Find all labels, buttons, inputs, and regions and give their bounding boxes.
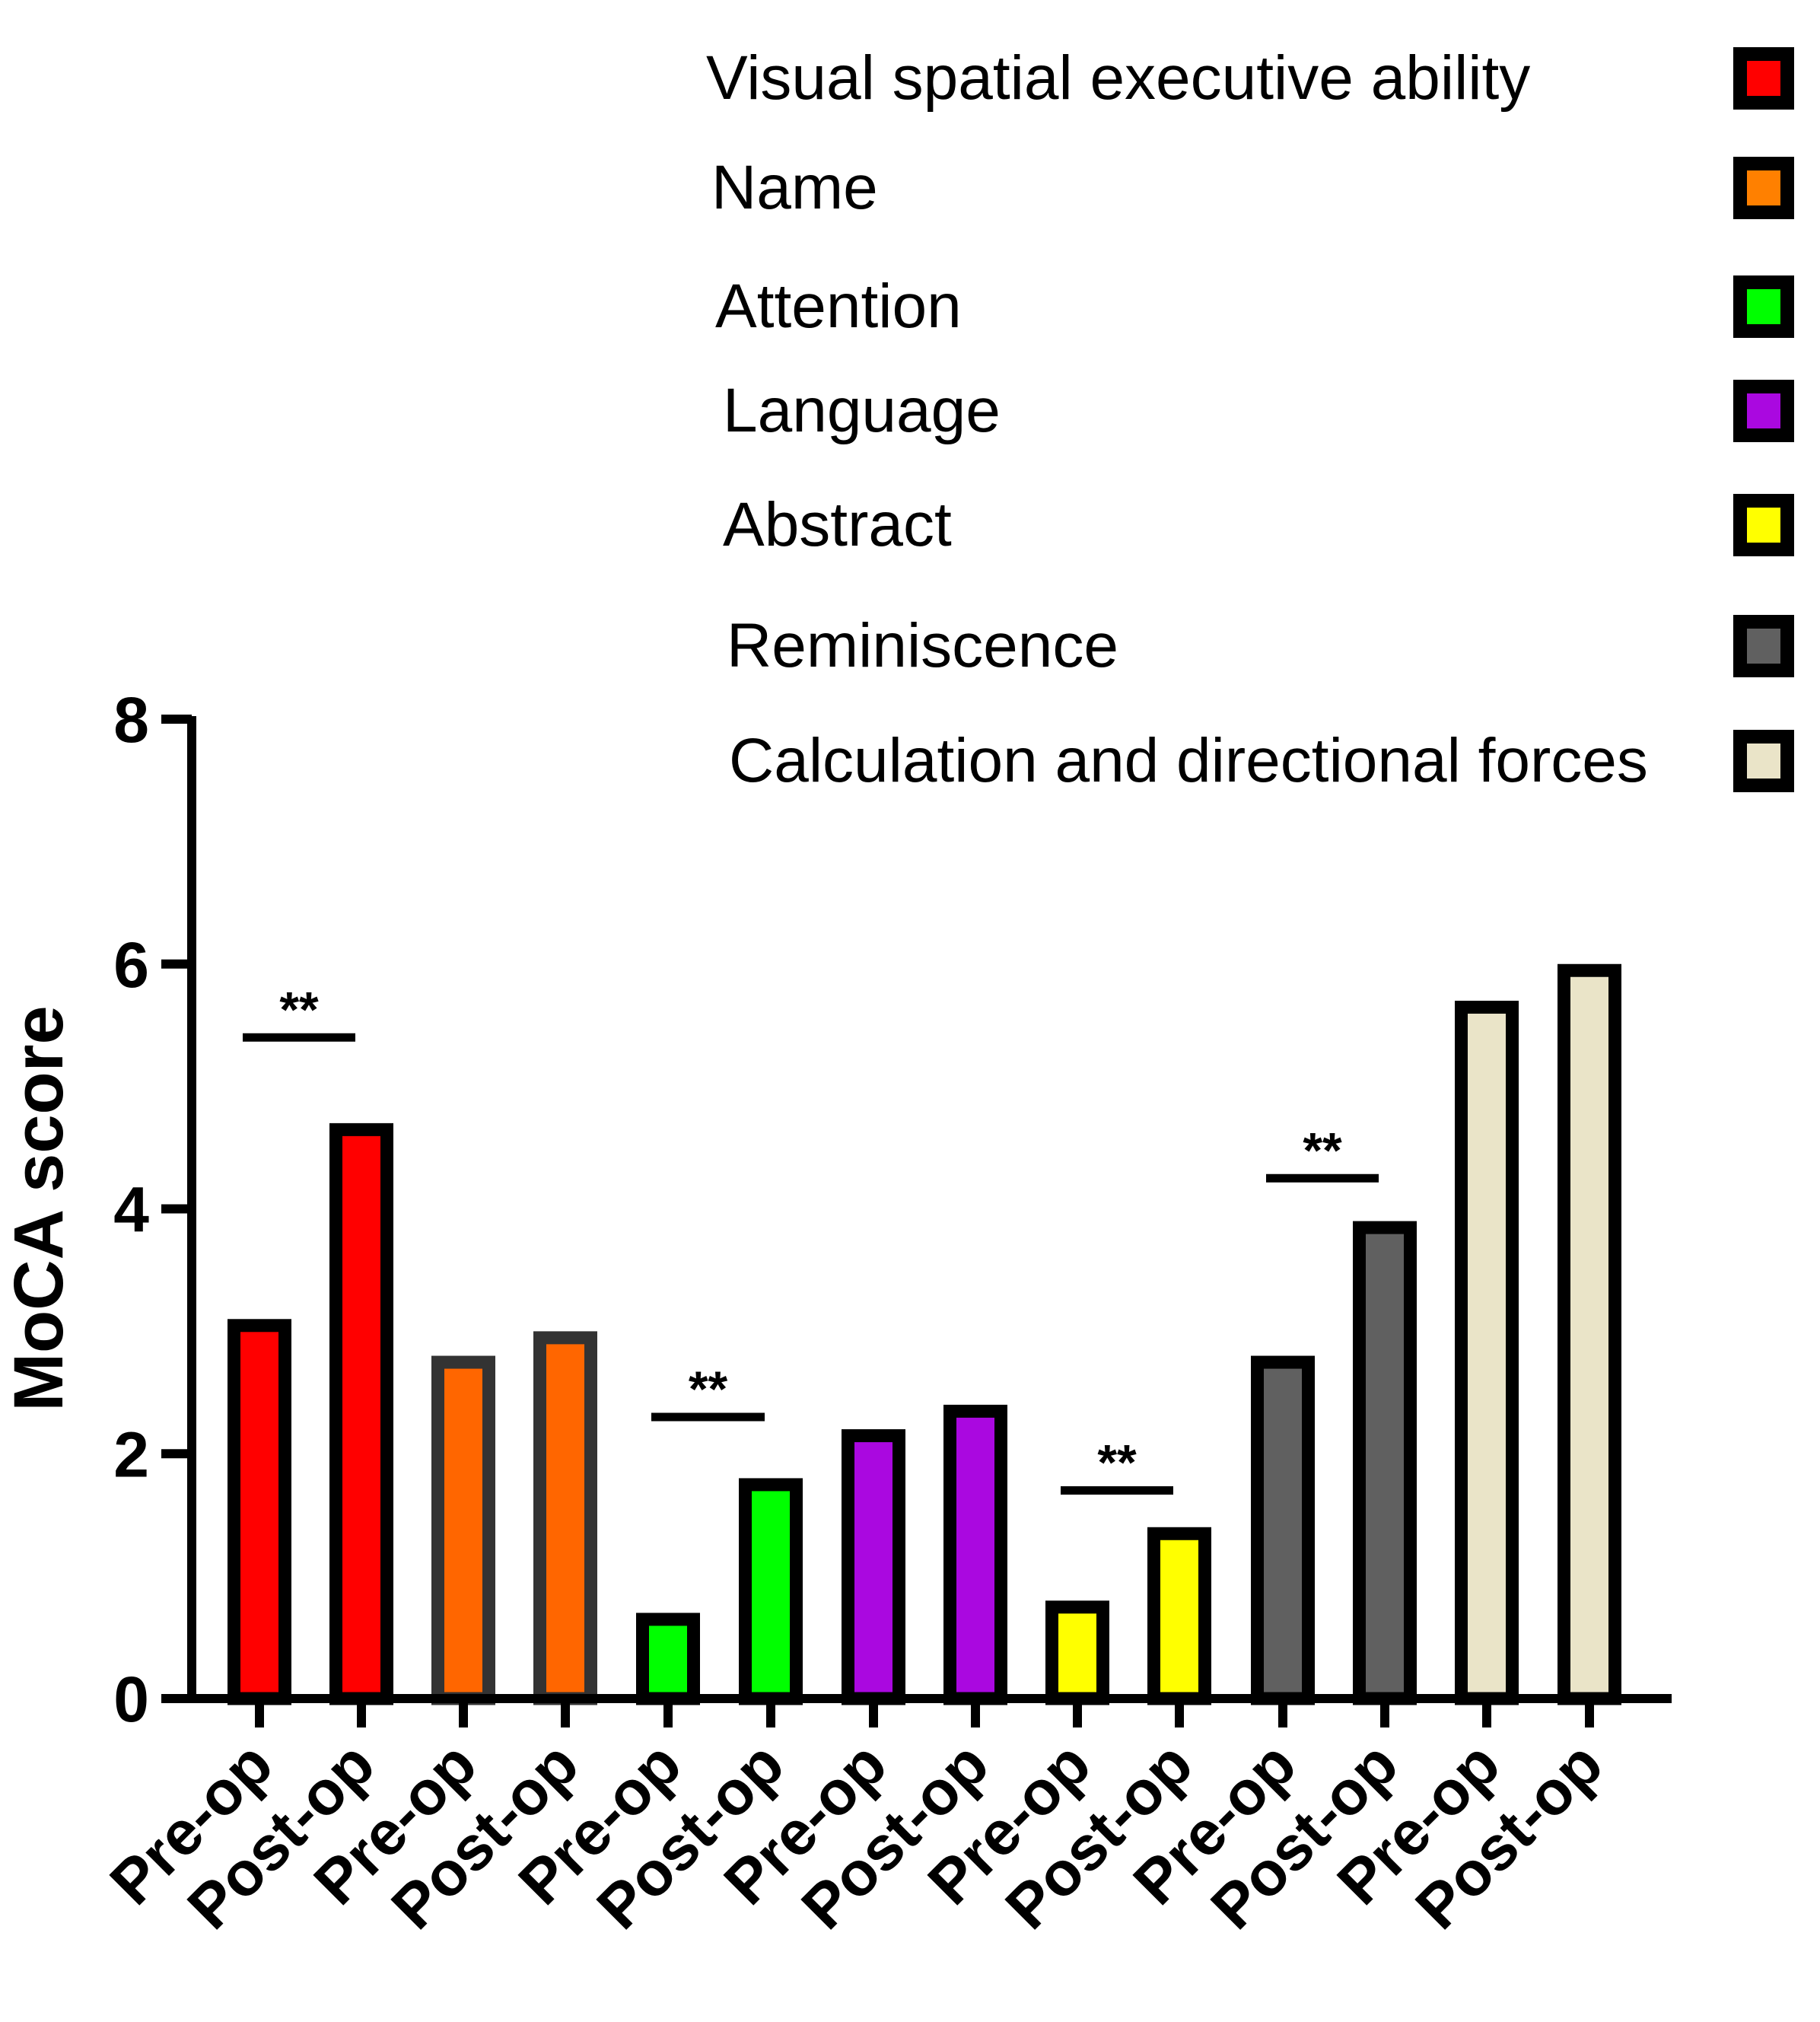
- significance-marker: **: [689, 1361, 728, 1417]
- legend-label: Reminiscence: [727, 611, 1118, 680]
- legend-label: Attention: [715, 272, 962, 341]
- legend-swatch: [1733, 730, 1794, 792]
- bar-pre-op: [1455, 1001, 1519, 1705]
- bar-post-op: [1558, 963, 1621, 1705]
- significance-marker: **: [279, 981, 319, 1037]
- bars: [228, 963, 1621, 1705]
- bar-pre-op: [1251, 1355, 1315, 1705]
- bar-post-op: [943, 1404, 1007, 1705]
- y-tick-label: 4: [113, 1174, 149, 1246]
- bar-post-op: [533, 1331, 597, 1705]
- legend-swatch: [1733, 47, 1794, 110]
- legend-swatch: [1733, 615, 1794, 677]
- y-axis-label: MoCA score: [0, 1005, 78, 1411]
- legend-swatch: [1733, 275, 1794, 338]
- y-tick-label: 2: [113, 1419, 149, 1490]
- legend-label: Abstract: [723, 490, 952, 559]
- y-tick-label: 8: [113, 684, 149, 756]
- bar-pre-op: [1045, 1600, 1109, 1705]
- legend-label: Calculation and directional forces: [729, 726, 1648, 795]
- bar-pre-op: [636, 1613, 700, 1705]
- legend-label: Name: [711, 153, 878, 222]
- significance-annotations: ** ** ** **: [243, 981, 1379, 1495]
- legend-label: Language: [723, 376, 1001, 445]
- significance-marker: **: [1097, 1435, 1137, 1491]
- bar-pre-op: [228, 1319, 291, 1705]
- legend-swatch: [1733, 494, 1794, 556]
- bar-pre-op: [431, 1355, 495, 1705]
- legend-label: Visual spatial executive ability: [706, 43, 1530, 113]
- bar-post-op: [329, 1122, 393, 1705]
- bar-post-op: [1147, 1527, 1211, 1705]
- legend: Visual spatial executive ability Name Atte…: [706, 43, 1794, 795]
- significance-marker: **: [1303, 1122, 1342, 1178]
- bar-post-op: [1353, 1221, 1417, 1705]
- legend-swatch: [1733, 157, 1794, 219]
- bar-pre-op: [842, 1429, 905, 1705]
- bar-post-op: [739, 1478, 803, 1705]
- y-tick-label: 0: [113, 1664, 149, 1735]
- y-tick-label: 6: [113, 929, 149, 1001]
- legend-swatch: [1733, 380, 1794, 442]
